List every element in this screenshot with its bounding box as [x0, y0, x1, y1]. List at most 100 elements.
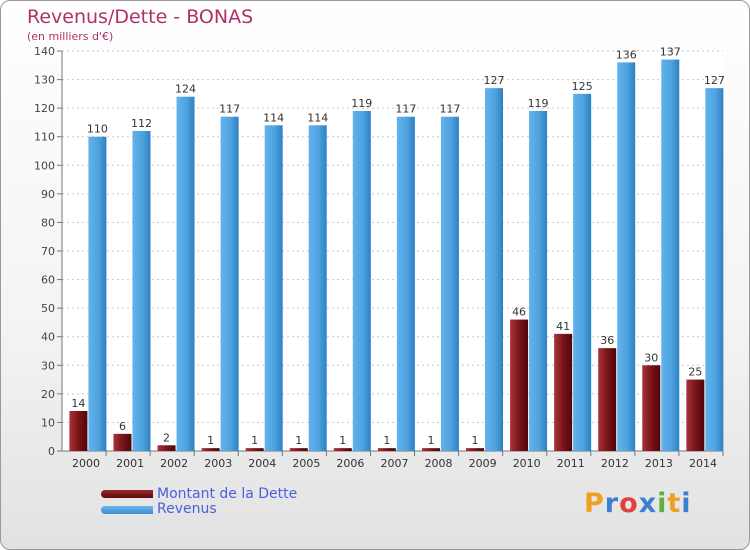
x-tick-label: 2011 — [557, 457, 585, 470]
x-tick-label: 2008 — [425, 457, 453, 470]
data-label-revenus: 119 — [528, 97, 549, 110]
y-tick-label: 80 — [41, 216, 55, 229]
data-label-revenus: 119 — [351, 97, 372, 110]
y-tick-label: 50 — [41, 302, 55, 315]
x-tick-label: 2004 — [248, 457, 276, 470]
data-label-revenus: 117 — [439, 103, 460, 116]
bar-revenus — [573, 93, 592, 451]
bar-revenus — [308, 125, 327, 452]
data-label-dette: 36 — [600, 334, 614, 347]
y-tick-label: 90 — [41, 188, 55, 201]
bar-revenus — [705, 88, 724, 452]
y-tick-label: 0 — [48, 445, 55, 458]
data-label-revenus: 124 — [175, 83, 196, 96]
legend-swatch-dette — [101, 490, 153, 498]
logo-letter: r — [604, 488, 620, 519]
x-tick-label: 2002 — [160, 457, 188, 470]
logo-letter: i — [657, 488, 668, 519]
bar-dette — [113, 433, 132, 451]
x-tick-label: 2013 — [645, 457, 673, 470]
x-tick-label: 2003 — [204, 457, 232, 470]
bar-revenus — [352, 111, 371, 451]
data-label-dette: 6 — [119, 420, 126, 433]
proxiti-logo: Proxiti — [584, 488, 692, 519]
x-tick-label: 2012 — [601, 457, 629, 470]
y-tick-label: 130 — [34, 74, 55, 87]
y-tick-label: 100 — [34, 159, 55, 172]
data-label-revenus: 114 — [263, 111, 284, 124]
bar-revenus — [176, 96, 195, 451]
data-label-revenus: 110 — [87, 123, 108, 136]
bar-revenus — [88, 136, 107, 451]
legend-label-dette: Montant de la Dette — [157, 486, 298, 502]
x-tick-label: 2014 — [689, 457, 717, 470]
bar-revenus — [661, 59, 680, 451]
bar-revenus — [220, 116, 239, 451]
data-label-dette: 1 — [472, 434, 479, 447]
logo-letter: P — [584, 488, 605, 519]
bar-revenus — [440, 116, 459, 451]
data-label-revenus: 112 — [131, 117, 152, 130]
x-tick-label: 2010 — [513, 457, 541, 470]
y-tick-label: 60 — [41, 274, 55, 287]
bar-dette — [686, 379, 705, 451]
legend-swatch-revenus — [101, 506, 153, 514]
bar-dette — [421, 448, 440, 451]
data-label-revenus: 117 — [219, 103, 240, 116]
bar-dette — [201, 448, 220, 451]
x-tick-label: 2007 — [381, 457, 409, 470]
data-label-revenus: 125 — [572, 80, 593, 93]
data-label-dette: 41 — [556, 320, 570, 333]
bar-dette — [289, 448, 308, 451]
bar-dette — [333, 448, 352, 451]
y-tick-label: 120 — [34, 102, 55, 115]
data-label-dette: 14 — [71, 397, 85, 410]
data-label-dette: 1 — [383, 434, 390, 447]
bar-dette — [598, 348, 617, 451]
bar-dette — [69, 411, 88, 451]
data-label-dette: 1 — [339, 434, 346, 447]
data-label-dette: 1 — [251, 434, 258, 447]
bar-dette — [157, 445, 176, 451]
x-tick-label: 2001 — [116, 457, 144, 470]
data-label-dette: 1 — [295, 434, 302, 447]
bar-dette — [554, 333, 573, 451]
y-tick-label: 40 — [41, 331, 55, 344]
bar-dette — [466, 448, 485, 451]
bar-revenus — [132, 131, 151, 451]
logo-letter: i — [681, 488, 692, 519]
data-label-revenus: 127 — [484, 74, 505, 87]
y-tick-label: 70 — [41, 245, 55, 258]
bar-dette — [510, 319, 529, 451]
bar-revenus — [529, 111, 548, 451]
chart-subtitle: (en milliers d'€) — [27, 30, 114, 43]
x-tick-label: 2000 — [72, 457, 100, 470]
data-label-revenus: 137 — [660, 46, 681, 59]
y-tick-label: 110 — [34, 131, 55, 144]
logo-letter: x — [638, 488, 658, 519]
data-label-dette: 2 — [163, 431, 170, 444]
bar-revenus — [485, 88, 504, 452]
data-label-dette: 1 — [427, 434, 434, 447]
data-label-revenus: 127 — [704, 74, 725, 87]
y-tick-label: 10 — [41, 416, 55, 429]
data-label-revenus: 117 — [395, 103, 416, 116]
x-tick-label: 2005 — [292, 457, 320, 470]
chart-title: Revenus/Dette - BONAS — [27, 6, 254, 28]
y-tick-label: 30 — [41, 359, 55, 372]
bar-revenus — [264, 125, 283, 452]
data-label-dette: 25 — [688, 366, 702, 379]
x-tick-label: 2009 — [469, 457, 497, 470]
bar-revenus — [617, 62, 636, 452]
y-tick-label: 140 — [34, 45, 55, 58]
data-label-dette: 46 — [512, 306, 526, 319]
y-tick-label: 20 — [41, 388, 55, 401]
data-label-revenus: 114 — [307, 111, 328, 124]
bar-dette — [245, 448, 264, 451]
data-label-revenus: 136 — [616, 48, 637, 61]
bar-dette — [642, 365, 661, 451]
legend-label-revenus: Revenus — [157, 501, 217, 517]
bar-dette — [377, 448, 396, 451]
